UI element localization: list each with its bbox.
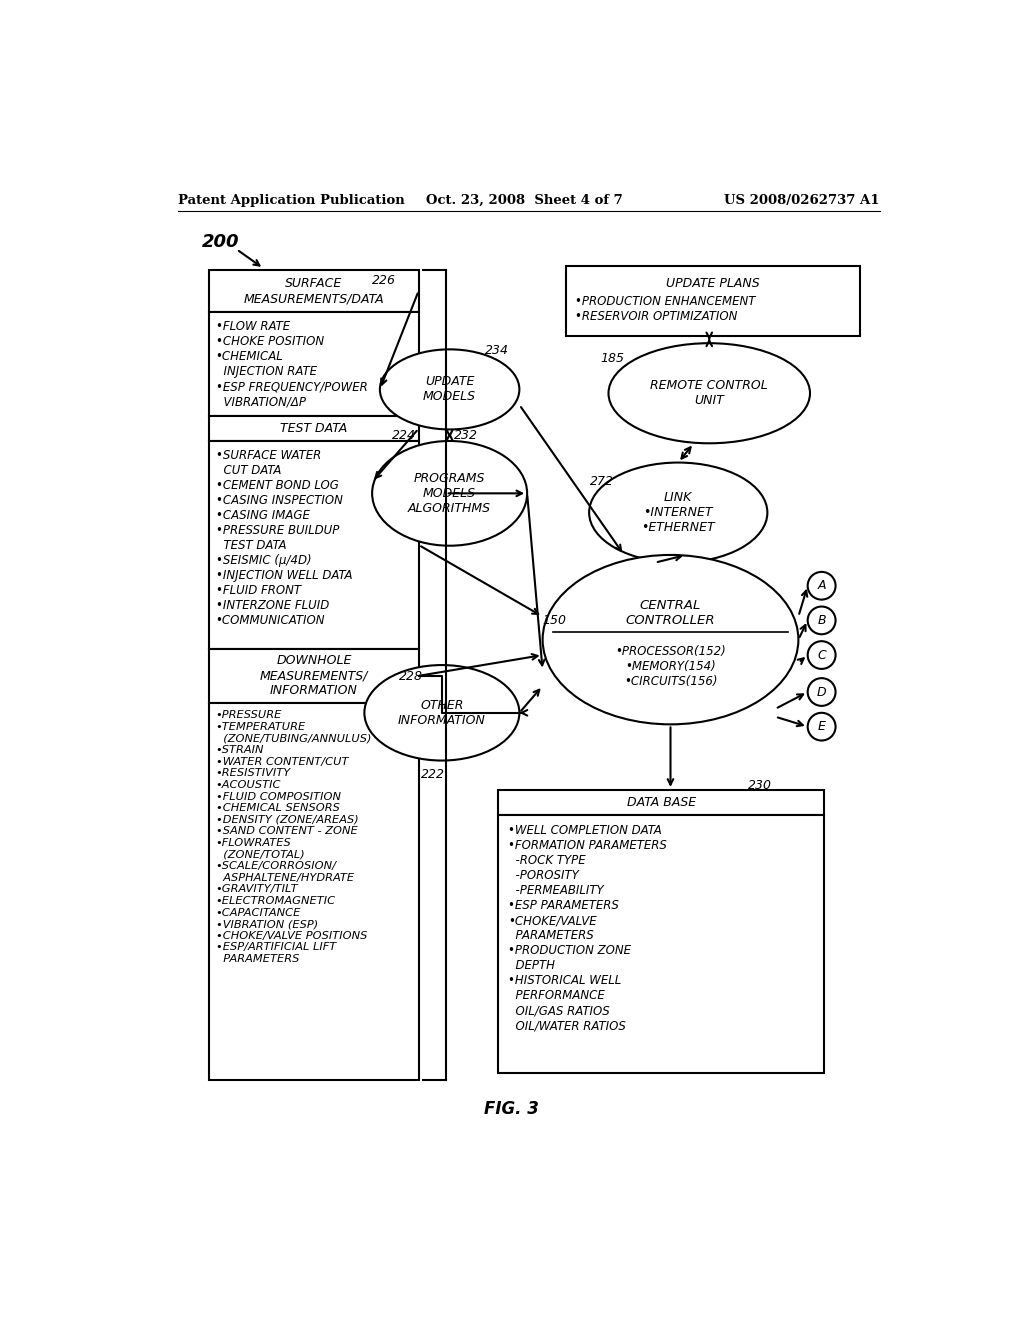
Text: •WELL COMPLETION DATA
•FORMATION PARAMETERS
  -ROCK TYPE
  -POROSITY
  -PERMEABI: •WELL COMPLETION DATA •FORMATION PARAMET… bbox=[508, 825, 667, 1032]
Text: DOWNHOLE
MEASUREMENTS/
INFORMATION: DOWNHOLE MEASUREMENTS/ INFORMATION bbox=[260, 655, 369, 697]
Text: 200: 200 bbox=[202, 232, 240, 251]
Text: 272: 272 bbox=[590, 475, 614, 488]
Text: Oct. 23, 2008  Sheet 4 of 7: Oct. 23, 2008 Sheet 4 of 7 bbox=[426, 194, 624, 207]
Text: PROGRAMS
MODELS
ALGORITHMS: PROGRAMS MODELS ALGORITHMS bbox=[409, 471, 492, 515]
Text: LINK
•INTERNET
•ETHERNET: LINK •INTERNET •ETHERNET bbox=[641, 491, 715, 535]
Text: UPDATE PLANS: UPDATE PLANS bbox=[667, 277, 760, 289]
Text: 150: 150 bbox=[543, 614, 566, 627]
Text: 230: 230 bbox=[748, 779, 772, 792]
Text: CENTRAL
CONTROLLER: CENTRAL CONTROLLER bbox=[626, 599, 716, 627]
Text: 224: 224 bbox=[391, 429, 416, 442]
Text: UPDATE
MODELS: UPDATE MODELS bbox=[423, 375, 476, 404]
Text: 226: 226 bbox=[372, 275, 396, 286]
Text: 222: 222 bbox=[421, 768, 445, 781]
Text: REMOTE CONTROL
UNIT: REMOTE CONTROL UNIT bbox=[650, 379, 768, 408]
Text: Patent Application Publication: Patent Application Publication bbox=[178, 194, 406, 207]
Text: 232: 232 bbox=[454, 429, 477, 442]
Bar bbox=[209, 441, 419, 649]
Ellipse shape bbox=[589, 462, 767, 562]
Ellipse shape bbox=[372, 441, 527, 545]
Text: •PRESSURE
•TEMPERATURE
  (ZONE/TUBING/ANNULUS)
•STRAIN
•WATER CONTENT/CUT
•RESIS: •PRESSURE •TEMPERATURE (ZONE/TUBING/ANNU… bbox=[216, 710, 371, 964]
Ellipse shape bbox=[365, 665, 519, 760]
Ellipse shape bbox=[608, 343, 810, 444]
Bar bbox=[209, 313, 419, 416]
Bar bbox=[499, 789, 824, 816]
Text: D: D bbox=[817, 685, 826, 698]
Circle shape bbox=[808, 713, 836, 741]
Ellipse shape bbox=[380, 350, 519, 429]
Bar bbox=[499, 816, 824, 1073]
Bar bbox=[209, 271, 419, 313]
Text: 185: 185 bbox=[601, 352, 625, 366]
Text: TEST DATA: TEST DATA bbox=[281, 422, 347, 436]
Bar bbox=[209, 702, 419, 1080]
Text: OTHER
INFORMATION: OTHER INFORMATION bbox=[398, 698, 485, 727]
Text: •SURFACE WATER
  CUT DATA
•CEMENT BOND LOG
•CASING INSPECTION
•CASING IMAGE
•PRE: •SURFACE WATER CUT DATA •CEMENT BOND LOG… bbox=[216, 449, 352, 627]
Text: •PROCESSOR(152)
•MEMORY(154)
•CIRCUITS(156): •PROCESSOR(152) •MEMORY(154) •CIRCUITS(1… bbox=[615, 645, 726, 688]
Text: B: B bbox=[817, 614, 826, 627]
Bar bbox=[209, 416, 419, 441]
Text: 234: 234 bbox=[484, 345, 509, 358]
Circle shape bbox=[808, 607, 836, 635]
Text: •FLOW RATE
•CHOKE POSITION
•CHEMICAL
  INJECTION RATE
•ESP FREQUENCY/POWER
  VIB: •FLOW RATE •CHOKE POSITION •CHEMICAL INJ… bbox=[216, 321, 368, 408]
Circle shape bbox=[808, 572, 836, 599]
Bar bbox=[209, 649, 419, 702]
Circle shape bbox=[808, 678, 836, 706]
Text: 228: 228 bbox=[399, 671, 423, 684]
Text: A: A bbox=[817, 579, 826, 593]
Ellipse shape bbox=[543, 554, 799, 725]
Bar bbox=[566, 267, 860, 335]
Text: C: C bbox=[817, 648, 826, 661]
Text: E: E bbox=[818, 721, 825, 733]
Text: US 2008/0262737 A1: US 2008/0262737 A1 bbox=[724, 194, 880, 207]
Text: SURFACE
MEASUREMENTS/DATA: SURFACE MEASUREMENTS/DATA bbox=[244, 277, 384, 305]
Text: DATA BASE: DATA BASE bbox=[627, 796, 695, 809]
Circle shape bbox=[808, 642, 836, 669]
Text: FIG. 3: FIG. 3 bbox=[484, 1101, 540, 1118]
Text: •PRODUCTION ENHANCEMENT
•RESERVOIR OPTIMIZATION: •PRODUCTION ENHANCEMENT •RESERVOIR OPTIM… bbox=[575, 296, 756, 323]
